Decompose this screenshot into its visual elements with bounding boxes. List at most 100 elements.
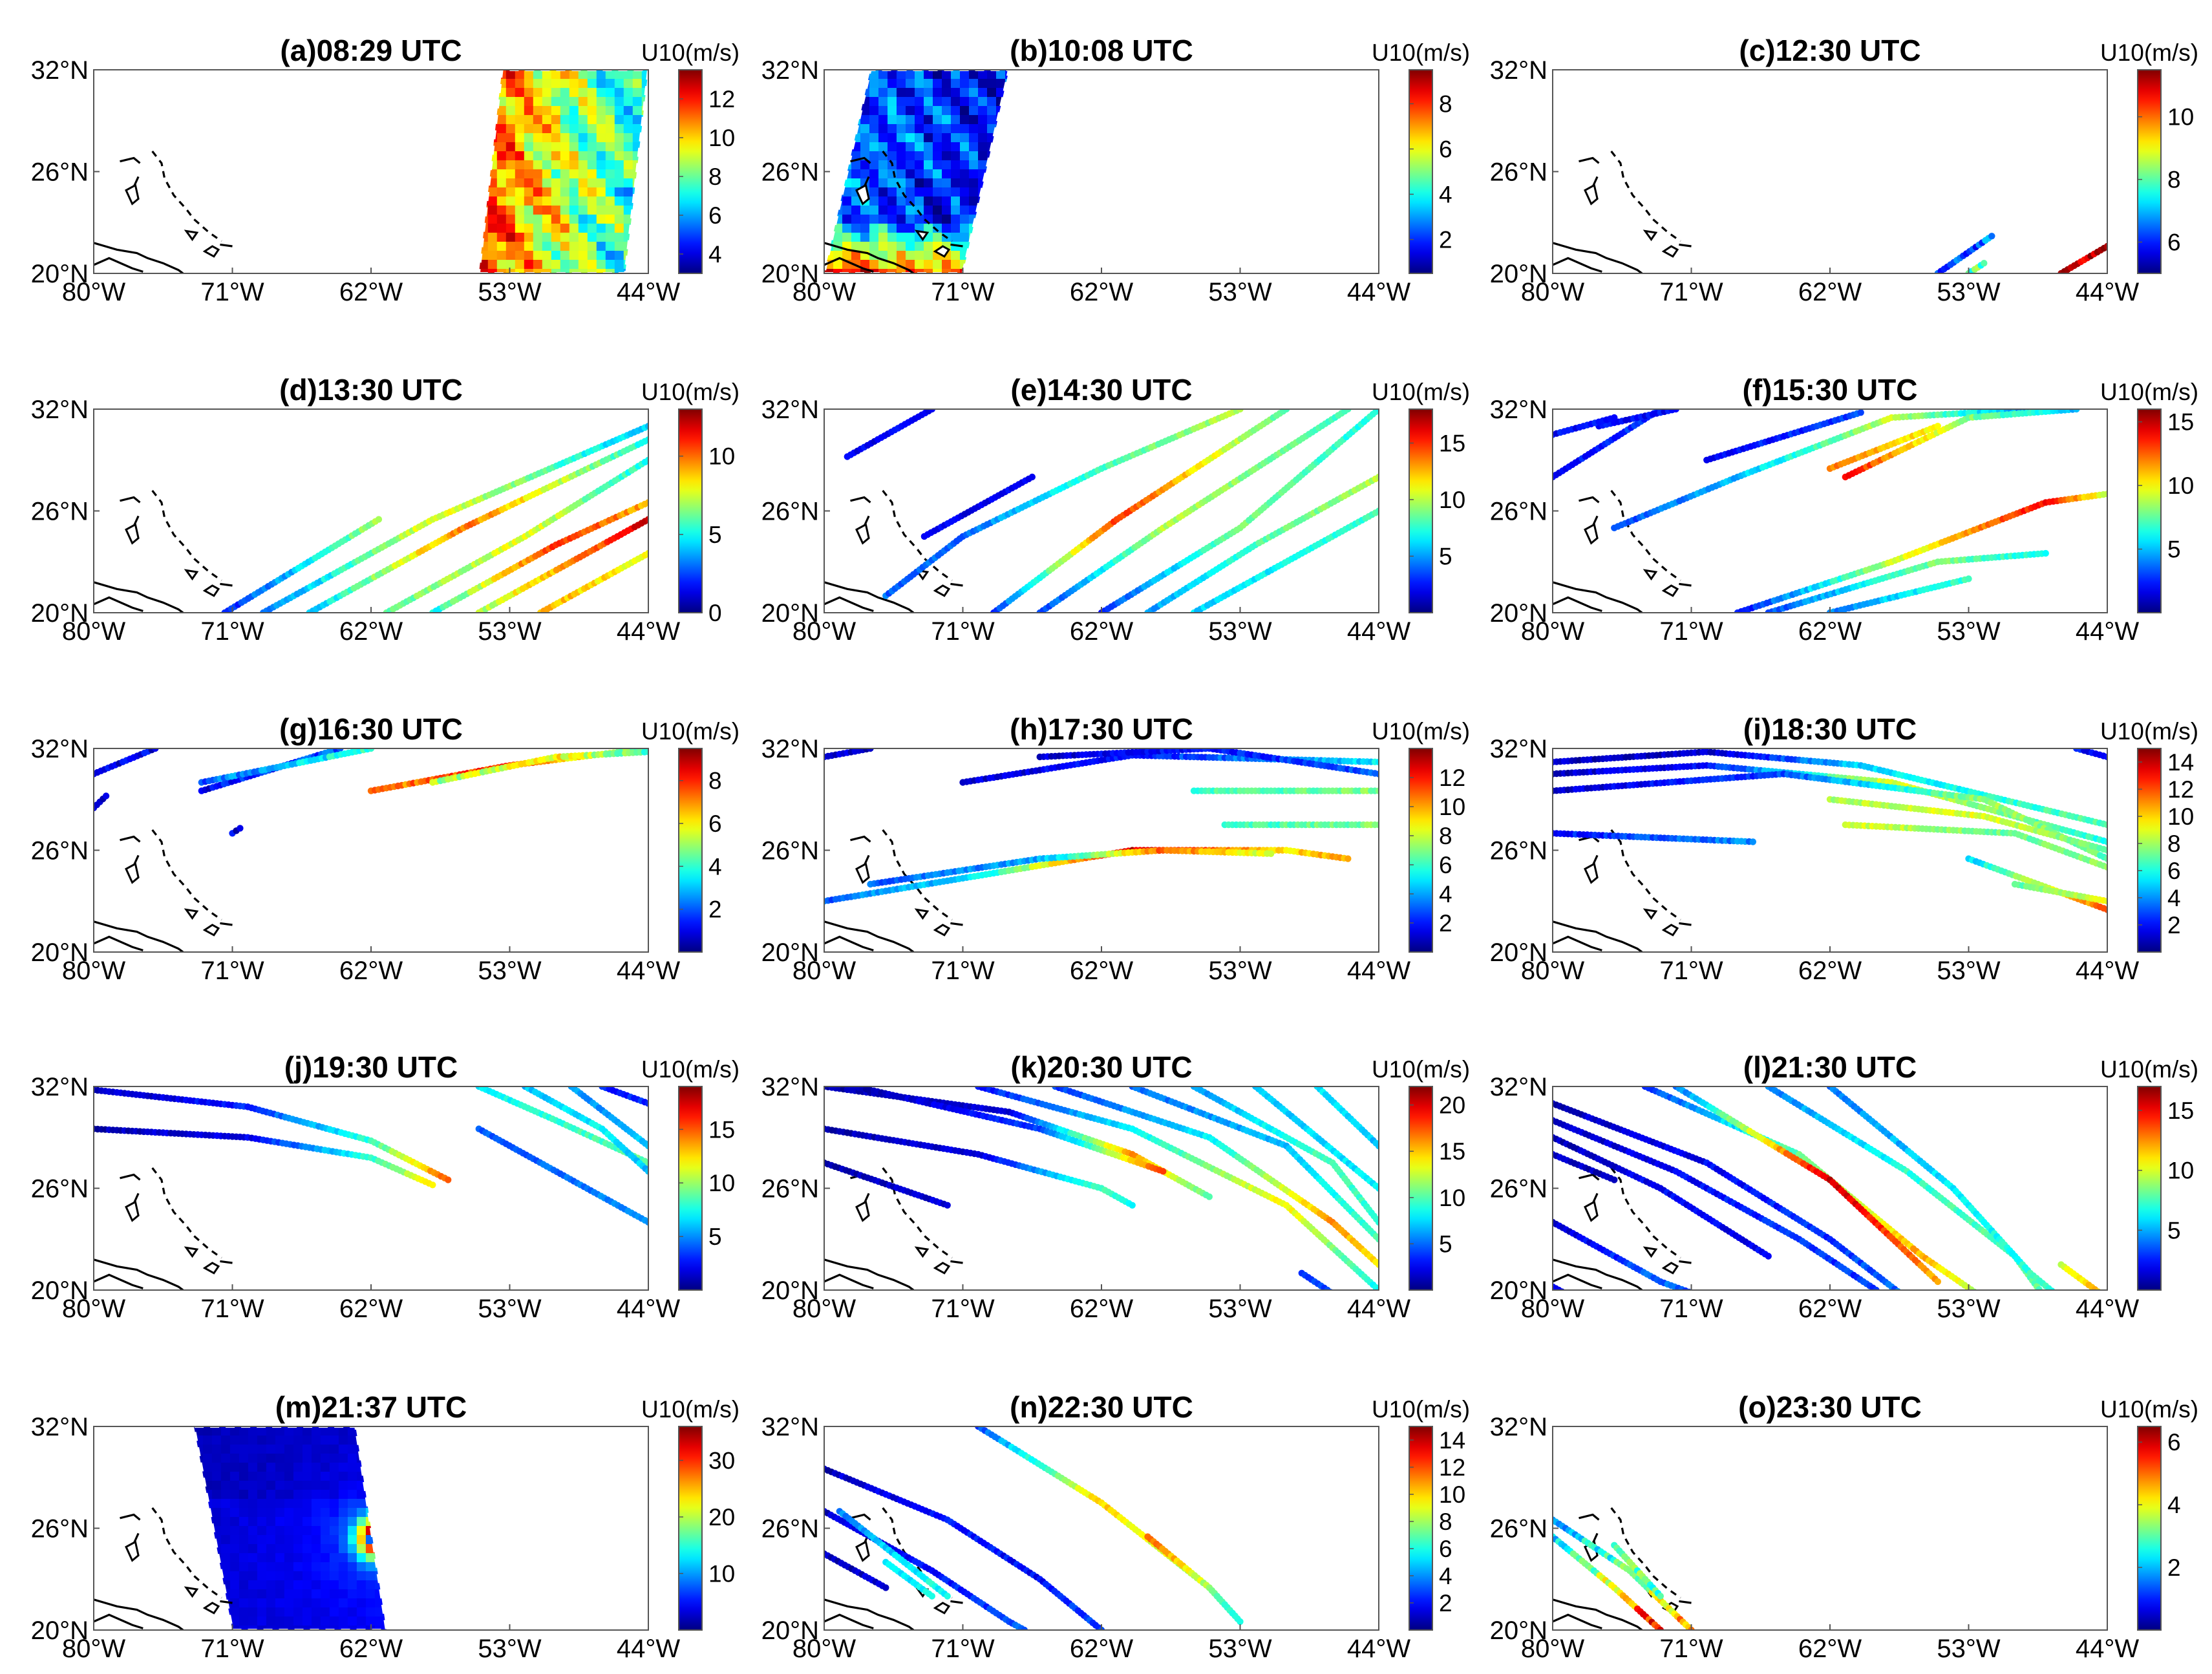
swath-cell (505, 187, 516, 197)
swath-cell (906, 169, 915, 179)
swath-cell (505, 142, 516, 152)
swath-cell (897, 169, 906, 179)
swath-cell (833, 106, 843, 116)
swath-cell (478, 178, 489, 188)
y-tick-label: 26°N (761, 158, 819, 187)
swath-cell (824, 169, 834, 179)
island (125, 523, 140, 545)
island (855, 184, 870, 206)
swath-cell (833, 224, 843, 233)
swath-cell (542, 124, 552, 134)
swath-cell (878, 269, 888, 273)
swath-cell (515, 133, 525, 143)
swath-cell (951, 206, 961, 215)
swath-cell (869, 97, 879, 107)
x-tick-label: 80°W (792, 617, 856, 646)
swath-cell (524, 115, 534, 125)
panel-title: (j)19:30 UTC (284, 1050, 458, 1084)
swath-cell (623, 142, 633, 152)
swath-cell (587, 233, 597, 242)
track-point (2103, 491, 2107, 498)
swath-cell (560, 187, 570, 197)
swath-cell (1005, 233, 1009, 242)
swath-cell (587, 178, 597, 188)
swath-cell (851, 97, 861, 107)
swath-cell (978, 70, 988, 79)
swath-cell (487, 224, 498, 233)
coastline-segment (94, 581, 184, 613)
swath-cell (933, 187, 942, 197)
swath-cell (851, 178, 861, 188)
swath-cell (614, 224, 624, 233)
swath-cell (824, 206, 834, 215)
colorbar-tick-label: 8 (708, 164, 722, 190)
swath-cell (596, 224, 606, 233)
swath-cell (824, 106, 834, 116)
swath-cell (915, 206, 924, 215)
swath-cell (924, 70, 933, 79)
panel-title: (c)12:30 UTC (1739, 34, 1920, 67)
swath-cell (933, 224, 942, 233)
swath-cell (605, 79, 615, 89)
y-tick-label: 20°N (1490, 260, 1547, 288)
swath-cell (478, 269, 489, 273)
coastline-segment (1679, 582, 1692, 587)
swath-cell (596, 251, 606, 260)
swath-cell (933, 79, 942, 89)
swath-cell (605, 88, 615, 98)
swath-cell (924, 124, 933, 134)
swath-cell (824, 97, 834, 107)
swath-cell (505, 169, 516, 179)
swath-cell (487, 79, 498, 89)
swath-cell (906, 115, 915, 125)
swath-cell (969, 178, 979, 188)
swath-cell (542, 142, 552, 152)
island (914, 229, 930, 242)
swath-cell (578, 206, 588, 215)
swath-cell (996, 233, 1006, 242)
swath-cell (478, 88, 489, 98)
colorbar-tick-label: 6 (2167, 858, 2181, 884)
swath-cell (987, 178, 997, 188)
colorbar-tick-label: 4 (708, 241, 722, 268)
colorbar-label: U10(m/s) (2100, 39, 2198, 66)
swath-cell (915, 187, 924, 197)
x-tick-label: 53°W (1208, 278, 1271, 306)
track (1826, 423, 1941, 472)
swath-cell (542, 206, 552, 215)
swath-cell (487, 88, 498, 98)
swath-cell (533, 160, 543, 170)
swath-cell (888, 215, 897, 224)
track-point (644, 1142, 648, 1150)
swath-cell (560, 215, 570, 224)
swath-cell (851, 196, 861, 206)
swath-cell (569, 106, 579, 116)
swath-cell (924, 196, 933, 206)
swath-cell (596, 70, 606, 79)
swath-cell (824, 151, 834, 161)
swath-cell (515, 142, 525, 152)
x-tick-label: 80°W (1521, 617, 1584, 646)
island (1661, 245, 1679, 258)
swath-cell (632, 206, 643, 215)
swath-cell (996, 142, 1006, 152)
y-tick-label: 20°N (761, 938, 819, 967)
island (1584, 184, 1599, 206)
coastline-segment (824, 581, 915, 613)
swath-cell (860, 142, 870, 152)
swath-cell (942, 169, 952, 179)
coastline (94, 151, 233, 273)
x-tick-label: 71°W (1659, 617, 1723, 646)
swath-cell (505, 70, 516, 79)
colorbar-tick-label: 2 (2167, 912, 2181, 938)
swath-cell (578, 151, 588, 161)
swath-cell (524, 233, 534, 242)
swath-cell (951, 88, 961, 98)
swath-cell (978, 124, 988, 134)
swath-cell (824, 215, 834, 224)
swath-cell (505, 160, 516, 170)
coastline-segment (1679, 243, 1692, 248)
coastline (1553, 829, 1692, 952)
swath-cell (605, 160, 615, 170)
swath-cell (869, 160, 879, 170)
